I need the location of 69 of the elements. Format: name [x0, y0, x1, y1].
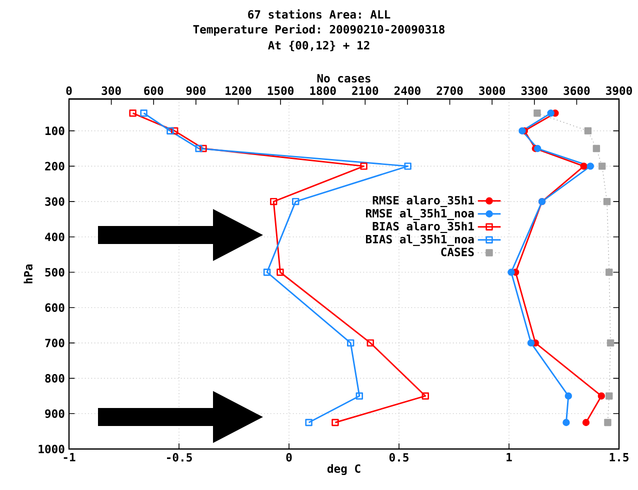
legend-label: BIAS alaro_35h1: [372, 222, 474, 233]
x2-axis-title: No cases: [317, 74, 370, 83]
y-tick-label: 500: [45, 268, 64, 277]
point: [534, 144, 542, 152]
y-tick-label: 100: [46, 126, 64, 136]
point: [166, 127, 174, 134]
legend-label: BIAS al_35h1_noa: [366, 234, 474, 246]
point: [422, 392, 430, 400]
x-axis-title: deg C: [327, 464, 360, 476]
x2-tick-label: 2100: [352, 86, 378, 95]
point: [547, 110, 554, 117]
point: [562, 418, 570, 426]
point: [586, 162, 594, 170]
y-tick-label: 300: [45, 197, 64, 206]
x2-tick-label: 0: [66, 86, 72, 95]
point: [276, 268, 284, 276]
x-tick-label: 0: [286, 453, 292, 462]
point: [580, 162, 588, 170]
point: [527, 339, 535, 347]
y-tick-label: 900: [45, 409, 64, 418]
point: [508, 268, 515, 276]
x2-tick-label: 3600: [564, 86, 590, 95]
x-tick-label: 1.5: [610, 453, 628, 462]
point: [404, 162, 412, 170]
point: [263, 268, 271, 276]
y-tick-label: 400: [45, 232, 64, 242]
y-tick-label: 200: [45, 162, 64, 170]
x2-tick-label: 2400: [394, 86, 420, 95]
point: [347, 339, 354, 347]
y-tick-label: 1000: [38, 444, 64, 454]
x2-tick-label: 1200: [226, 86, 252, 95]
point: [171, 127, 178, 134]
x2-tick-label: 900: [186, 86, 206, 95]
point: [270, 198, 278, 206]
y-axis-title: hPa: [24, 264, 33, 284]
point: [332, 418, 339, 426]
x2-tick-label: 3000: [479, 86, 506, 95]
x2-tick-label: 3900: [606, 86, 632, 95]
y-tick-label: 800: [45, 374, 64, 383]
text: At {00,12} + 12: [268, 40, 370, 52]
point: [305, 418, 312, 426]
point: [195, 144, 202, 152]
x2-tick-label: 300: [102, 86, 121, 95]
x2-tick-label: 1500: [268, 86, 294, 95]
x-tick-label: 0.5: [389, 453, 408, 462]
x-tick-label: -1: [64, 453, 76, 462]
x2-tick-label: 3300: [521, 86, 548, 95]
point: [140, 110, 148, 117]
point: [366, 339, 374, 347]
point: [200, 144, 207, 152]
x-tick-label: 1: [506, 453, 512, 462]
x2-tick-label: 600: [144, 86, 164, 95]
point: [129, 110, 136, 117]
chart-subtitle: Temperature Period: 20090210-20090318: [193, 24, 444, 36]
point: [292, 198, 300, 206]
x-tick-label: -0.5: [167, 453, 192, 462]
x2-tick-label: 1800: [310, 86, 336, 95]
legend-label: CASES: [441, 248, 474, 256]
point: [360, 162, 368, 170]
chart-title: 67 stations Area: ALL: [248, 9, 390, 19]
legend-label: RMSE al_35h1_noa: [366, 208, 474, 220]
point: [598, 392, 606, 400]
y-tick-label: 700: [45, 338, 64, 348]
x2-tick-label: 2700: [436, 86, 463, 95]
point: [564, 392, 572, 400]
point: [582, 418, 590, 426]
y-tick-label: 600: [45, 303, 64, 312]
legend-label: RMSE alaro_35h1: [372, 196, 474, 208]
point: [356, 392, 364, 400]
